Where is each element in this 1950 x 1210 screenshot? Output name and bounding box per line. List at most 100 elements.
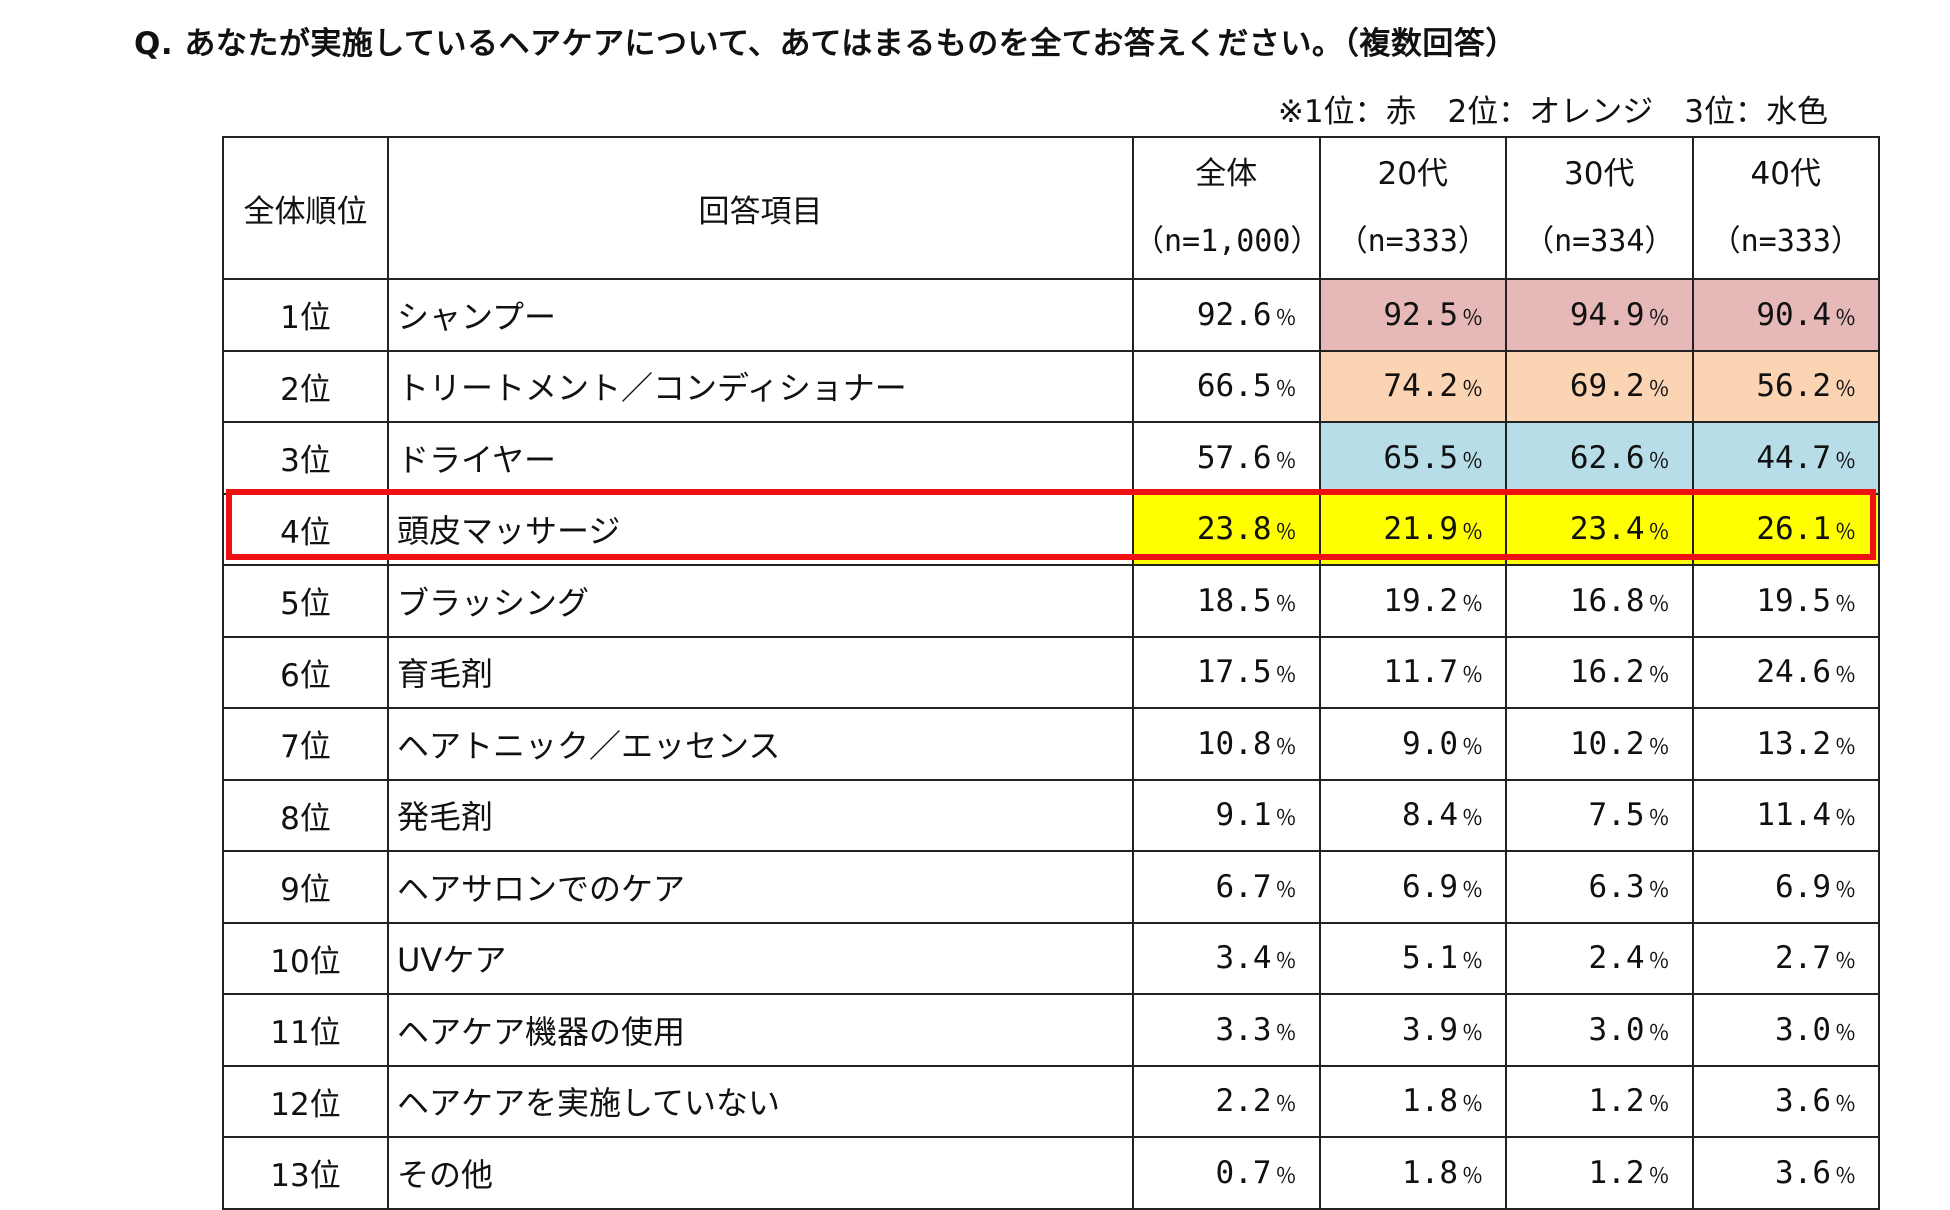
item-cell: UVケア bbox=[387, 921, 1134, 995]
value-cell-30s: 62.6 ％ bbox=[1505, 421, 1694, 495]
table-row: 5位 ブラッシング 18.5 ％ 19.2 ％ 16.8 ％ 19.5 ％ bbox=[222, 564, 1880, 638]
value-cell-40s: 3.6 ％ bbox=[1691, 1136, 1880, 1210]
results-table: 全体順位 回答項目 全体 （n=1,000） 20代 （n=333） 30代 （… bbox=[222, 136, 1880, 1210]
percent-unit: ％ bbox=[1462, 1092, 1483, 1117]
item-cell: トリートメント／コンディショナー bbox=[387, 349, 1134, 423]
table-row: 11位 ヘアケア機器の使用 3.3 ％ 3.9 ％ 3.0 ％ 3.0 ％ bbox=[222, 993, 1880, 1067]
item-cell: 発毛剤 bbox=[387, 778, 1134, 852]
table-row: 10位 UVケア 3.4 ％ 5.1 ％ 2.4 ％ 2.7 ％ bbox=[222, 921, 1880, 995]
value-cell-20s: 8.4 ％ bbox=[1318, 778, 1507, 852]
percent-unit: ％ bbox=[1462, 734, 1483, 759]
value-cell-20s: 21.9 ％ bbox=[1318, 492, 1507, 566]
value-cell-20s: 5.1 ％ bbox=[1318, 921, 1507, 995]
percent-unit: ％ bbox=[1275, 806, 1297, 831]
rank-cell: 12位 bbox=[222, 1064, 389, 1138]
value-number: 3.3 bbox=[1215, 1011, 1272, 1048]
percent-unit: ％ bbox=[1462, 1020, 1483, 1045]
value-number: 21.9 bbox=[1383, 511, 1458, 548]
value-number: 18.5 bbox=[1196, 582, 1272, 619]
value-cell-30s: 1.2 ％ bbox=[1505, 1136, 1694, 1210]
percent-unit: ％ bbox=[1462, 520, 1483, 545]
rank-cell: 3位 bbox=[222, 421, 389, 495]
table-header-row: 全体順位 回答項目 全体 （n=1,000） 20代 （n=333） 30代 （… bbox=[222, 136, 1880, 280]
value-cell-all: 17.5 ％ bbox=[1132, 635, 1321, 709]
percent-unit: ％ bbox=[1275, 877, 1297, 902]
header-group-30s: 30代 （n=334） bbox=[1505, 136, 1694, 280]
question-title: Q. あなたが実施しているヘアケアについて、あてはまるものを全てお答えください。… bbox=[134, 26, 1517, 62]
table-body: 1位 シャンプー 92.6 ％ 92.5 ％ 94.9 ％ 90.4 ％ 2位 トリートメント／コンデ… bbox=[222, 278, 1880, 1210]
percent-unit: ％ bbox=[1835, 949, 1856, 974]
value-cell-30s: 94.9 ％ bbox=[1505, 278, 1694, 352]
header-item: 回答項目 bbox=[387, 136, 1134, 280]
item-cell: その他 bbox=[387, 1136, 1134, 1210]
percent-unit: ％ bbox=[1835, 806, 1856, 831]
percent-unit: ％ bbox=[1275, 305, 1297, 330]
rank-cell: 9位 bbox=[222, 850, 389, 924]
table-row: 8位 発毛剤 9.1 ％ 8.4 ％ 7.5 ％ 11.4 ％ bbox=[222, 778, 1880, 852]
value-number: 56.2 bbox=[1756, 368, 1831, 405]
value-number: 2.2 bbox=[1215, 1083, 1272, 1120]
percent-unit: ％ bbox=[1648, 591, 1670, 616]
header-group-label: 40代 bbox=[1750, 156, 1821, 192]
value-cell-all: 3.4 ％ bbox=[1132, 921, 1321, 995]
table-row: 3位 ドライヤー 57.6 ％ 65.5 ％ 62.6 ％ 44.7 ％ bbox=[222, 421, 1880, 495]
value-number: 24.6 bbox=[1756, 654, 1831, 691]
item-cell: ドライヤー bbox=[387, 421, 1134, 495]
value-number: 69.2 bbox=[1569, 368, 1645, 405]
value-cell-40s: 3.6 ％ bbox=[1691, 1064, 1880, 1138]
percent-unit: ％ bbox=[1275, 377, 1297, 402]
rank-cell: 5位 bbox=[222, 564, 389, 638]
value-number: 1.8 bbox=[1402, 1154, 1458, 1191]
value-number: 10.8 bbox=[1196, 725, 1272, 762]
percent-unit: ％ bbox=[1275, 448, 1297, 473]
value-cell-30s: 2.4 ％ bbox=[1505, 921, 1694, 995]
value-cell-all: 2.2 ％ bbox=[1132, 1064, 1321, 1138]
value-number: 3.0 bbox=[1588, 1011, 1645, 1048]
rank-cell: 13位 bbox=[222, 1136, 389, 1210]
value-number: 11.7 bbox=[1383, 654, 1458, 691]
header-group-40s: 40代 （n=333） bbox=[1691, 136, 1880, 280]
results-table-container: 全体順位 回答項目 全体 （n=1,000） 20代 （n=333） 30代 （… bbox=[222, 136, 1880, 1210]
percent-unit: ％ bbox=[1275, 520, 1297, 545]
percent-unit: ％ bbox=[1275, 949, 1297, 974]
percent-unit: ％ bbox=[1275, 663, 1297, 688]
rank-cell: 2位 bbox=[222, 349, 389, 423]
percent-unit: ％ bbox=[1648, 877, 1670, 902]
item-cell: シャンプー bbox=[387, 278, 1134, 352]
table-row: 4位 頭皮マッサージ 23.8 ％ 21.9 ％ 23.4 ％ 26.1 ％ bbox=[222, 492, 1880, 566]
value-number: 94.9 bbox=[1569, 296, 1645, 333]
percent-unit: ％ bbox=[1648, 1020, 1670, 1045]
table-row: 7位 ヘアトニック／エッセンス 10.8 ％ 9.0 ％ 10.2 ％ 13.2 ％ bbox=[222, 707, 1880, 781]
percent-unit: ％ bbox=[1835, 305, 1856, 330]
value-cell-all: 6.7 ％ bbox=[1132, 850, 1321, 924]
value-number: 5.1 bbox=[1402, 940, 1458, 977]
value-number: 92.6 bbox=[1196, 296, 1272, 333]
value-cell-40s: 24.6 ％ bbox=[1691, 635, 1880, 709]
percent-unit: ％ bbox=[1835, 591, 1856, 616]
value-cell-20s: 3.9 ％ bbox=[1318, 993, 1507, 1067]
percent-unit: ％ bbox=[1835, 1020, 1856, 1045]
value-cell-30s: 10.2 ％ bbox=[1505, 707, 1694, 781]
value-cell-all: 0.7 ％ bbox=[1132, 1136, 1321, 1210]
percent-unit: ％ bbox=[1462, 877, 1483, 902]
value-number: 6.3 bbox=[1588, 868, 1645, 905]
value-cell-20s: 1.8 ％ bbox=[1318, 1136, 1507, 1210]
value-number: 26.1 bbox=[1756, 511, 1831, 548]
rank-cell: 8位 bbox=[222, 778, 389, 852]
item-cell: ヘアサロンでのケア bbox=[387, 850, 1134, 924]
value-number: 6.7 bbox=[1215, 868, 1272, 905]
rank-cell: 10位 bbox=[222, 921, 389, 995]
value-cell-30s: 23.4 ％ bbox=[1505, 492, 1694, 566]
value-cell-all: 23.8 ％ bbox=[1132, 492, 1321, 566]
header-group-label: 20代 bbox=[1377, 156, 1448, 192]
table-row: 2位 トリートメント／コンディショナー 66.5 ％ 74.2 ％ 69.2 ％ 56.2 ％ bbox=[222, 349, 1880, 423]
value-number: 62.6 bbox=[1569, 439, 1645, 476]
value-cell-all: 3.3 ％ bbox=[1132, 993, 1321, 1067]
percent-unit: ％ bbox=[1648, 448, 1670, 473]
value-number: 3.6 bbox=[1775, 1083, 1831, 1120]
table-row: 13位 その他 0.7 ％ 1.8 ％ 1.2 ％ 3.6 ％ bbox=[222, 1136, 1880, 1210]
percent-unit: ％ bbox=[1275, 1163, 1297, 1188]
value-number: 23.4 bbox=[1569, 511, 1645, 548]
rank-cell: 11位 bbox=[222, 993, 389, 1067]
value-number: 19.2 bbox=[1383, 582, 1458, 619]
